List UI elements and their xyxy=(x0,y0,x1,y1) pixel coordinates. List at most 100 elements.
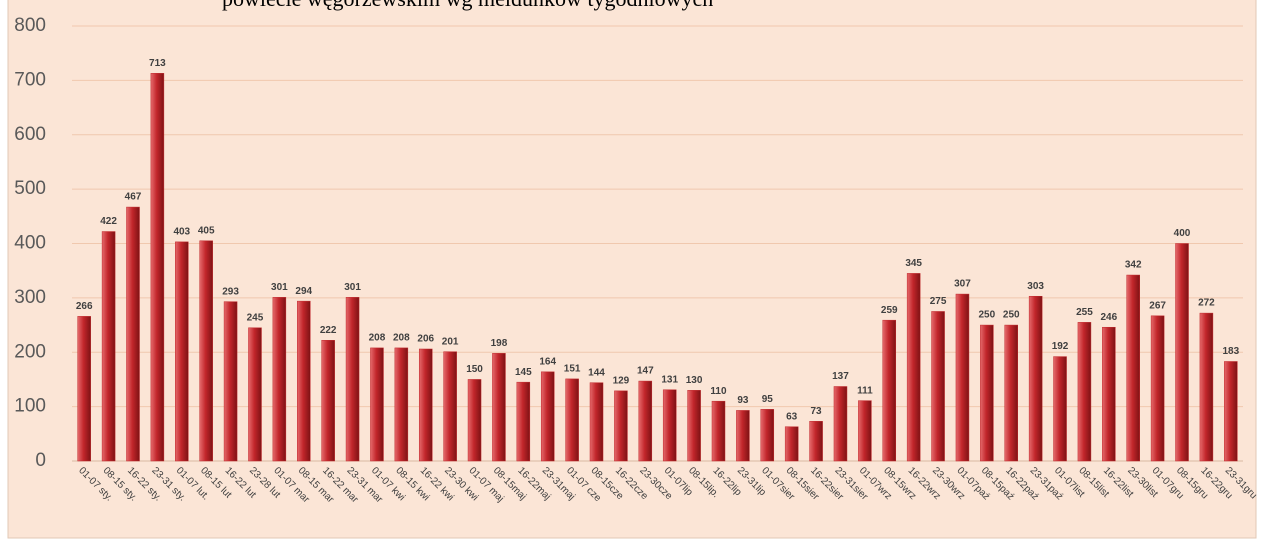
bar xyxy=(101,231,116,462)
bar xyxy=(1150,315,1165,462)
bar xyxy=(589,382,604,462)
bar xyxy=(809,421,823,462)
data-label: 345 xyxy=(905,258,922,269)
data-label: 129 xyxy=(613,375,630,386)
data-label: 111 xyxy=(857,385,873,396)
bar xyxy=(1004,324,1018,462)
bar xyxy=(1053,356,1067,462)
bar xyxy=(223,301,238,462)
bar xyxy=(126,206,140,462)
y-tick-label: 800 xyxy=(14,15,46,36)
bar xyxy=(272,297,287,462)
bar xyxy=(736,410,750,462)
data-label: 267 xyxy=(1149,300,1166,311)
bar xyxy=(906,273,921,462)
data-label: 301 xyxy=(271,282,288,293)
bar xyxy=(418,348,433,462)
y-tick-label: 500 xyxy=(14,178,46,199)
data-label: 137 xyxy=(832,371,849,382)
data-label: 150 xyxy=(466,364,483,375)
data-label: 246 xyxy=(1100,312,1117,323)
data-label: 130 xyxy=(686,375,703,386)
bar xyxy=(1175,243,1189,462)
data-label: 307 xyxy=(954,279,971,290)
bar xyxy=(1224,361,1238,462)
data-label: 131 xyxy=(661,374,678,385)
bar xyxy=(882,319,897,462)
data-label: 208 xyxy=(393,333,410,344)
bar xyxy=(614,390,628,462)
data-label: 275 xyxy=(930,296,947,307)
chart-title: powiecie węgorzewskim wg meldunków tygod… xyxy=(222,0,713,11)
data-label: 255 xyxy=(1076,307,1093,318)
data-label: 266 xyxy=(76,301,93,312)
y-tick-label: 0 xyxy=(35,450,46,471)
y-tick-label: 100 xyxy=(14,396,46,417)
bar xyxy=(980,324,994,462)
data-label: 198 xyxy=(491,338,508,349)
data-label: 147 xyxy=(637,366,654,377)
data-label: 144 xyxy=(588,367,605,378)
data-label: 151 xyxy=(564,364,581,375)
bar xyxy=(443,351,457,462)
data-label: 93 xyxy=(737,395,749,406)
bar xyxy=(467,379,482,462)
y-tick-label: 400 xyxy=(14,233,46,254)
y-tick-label: 200 xyxy=(14,341,46,362)
bar xyxy=(711,400,726,462)
bar xyxy=(321,340,335,462)
data-label: 206 xyxy=(417,334,434,345)
bar xyxy=(540,371,555,462)
bar xyxy=(370,347,384,462)
bar xyxy=(77,316,91,462)
y-tick-label: 700 xyxy=(14,69,46,90)
bar xyxy=(931,311,945,462)
chart-background xyxy=(7,0,1257,539)
data-label: 250 xyxy=(1003,310,1020,321)
bar xyxy=(345,297,360,462)
bar xyxy=(394,347,409,462)
bar xyxy=(784,426,799,462)
data-label: 400 xyxy=(1174,228,1191,239)
y-tick-label: 300 xyxy=(14,287,46,308)
data-label: 222 xyxy=(320,325,337,336)
bar xyxy=(1126,274,1140,462)
data-label: 303 xyxy=(1027,281,1044,292)
bar xyxy=(150,73,165,462)
bar xyxy=(1102,326,1116,462)
bar xyxy=(565,378,579,462)
bar xyxy=(1077,322,1092,462)
data-label: 272 xyxy=(1198,298,1215,309)
y-tick-label: 600 xyxy=(14,124,46,145)
data-label: 250 xyxy=(979,310,996,321)
data-label: 259 xyxy=(881,305,898,316)
bar xyxy=(662,389,677,462)
bar xyxy=(1028,295,1043,462)
bar xyxy=(248,327,262,462)
bar xyxy=(175,241,189,462)
data-label: 342 xyxy=(1125,260,1142,271)
data-label: 164 xyxy=(539,356,556,367)
data-label: 192 xyxy=(1052,341,1069,352)
data-label: 95 xyxy=(762,394,774,405)
bar xyxy=(638,380,653,462)
data-label: 467 xyxy=(125,192,142,203)
data-label: 73 xyxy=(811,406,823,417)
data-label: 183 xyxy=(1222,346,1239,357)
data-label: 208 xyxy=(369,333,386,344)
bar xyxy=(760,409,775,462)
bar xyxy=(297,300,311,462)
bar xyxy=(516,381,531,462)
bar xyxy=(833,386,848,462)
bar xyxy=(858,400,872,462)
data-label: 713 xyxy=(149,58,166,69)
data-label: 145 xyxy=(515,367,532,378)
data-label: 293 xyxy=(222,286,239,297)
bar xyxy=(492,353,506,462)
bar xyxy=(955,293,970,462)
data-label: 110 xyxy=(710,386,727,397)
data-label: 422 xyxy=(100,216,117,227)
data-label: 405 xyxy=(198,225,215,236)
data-label: 294 xyxy=(295,286,312,297)
